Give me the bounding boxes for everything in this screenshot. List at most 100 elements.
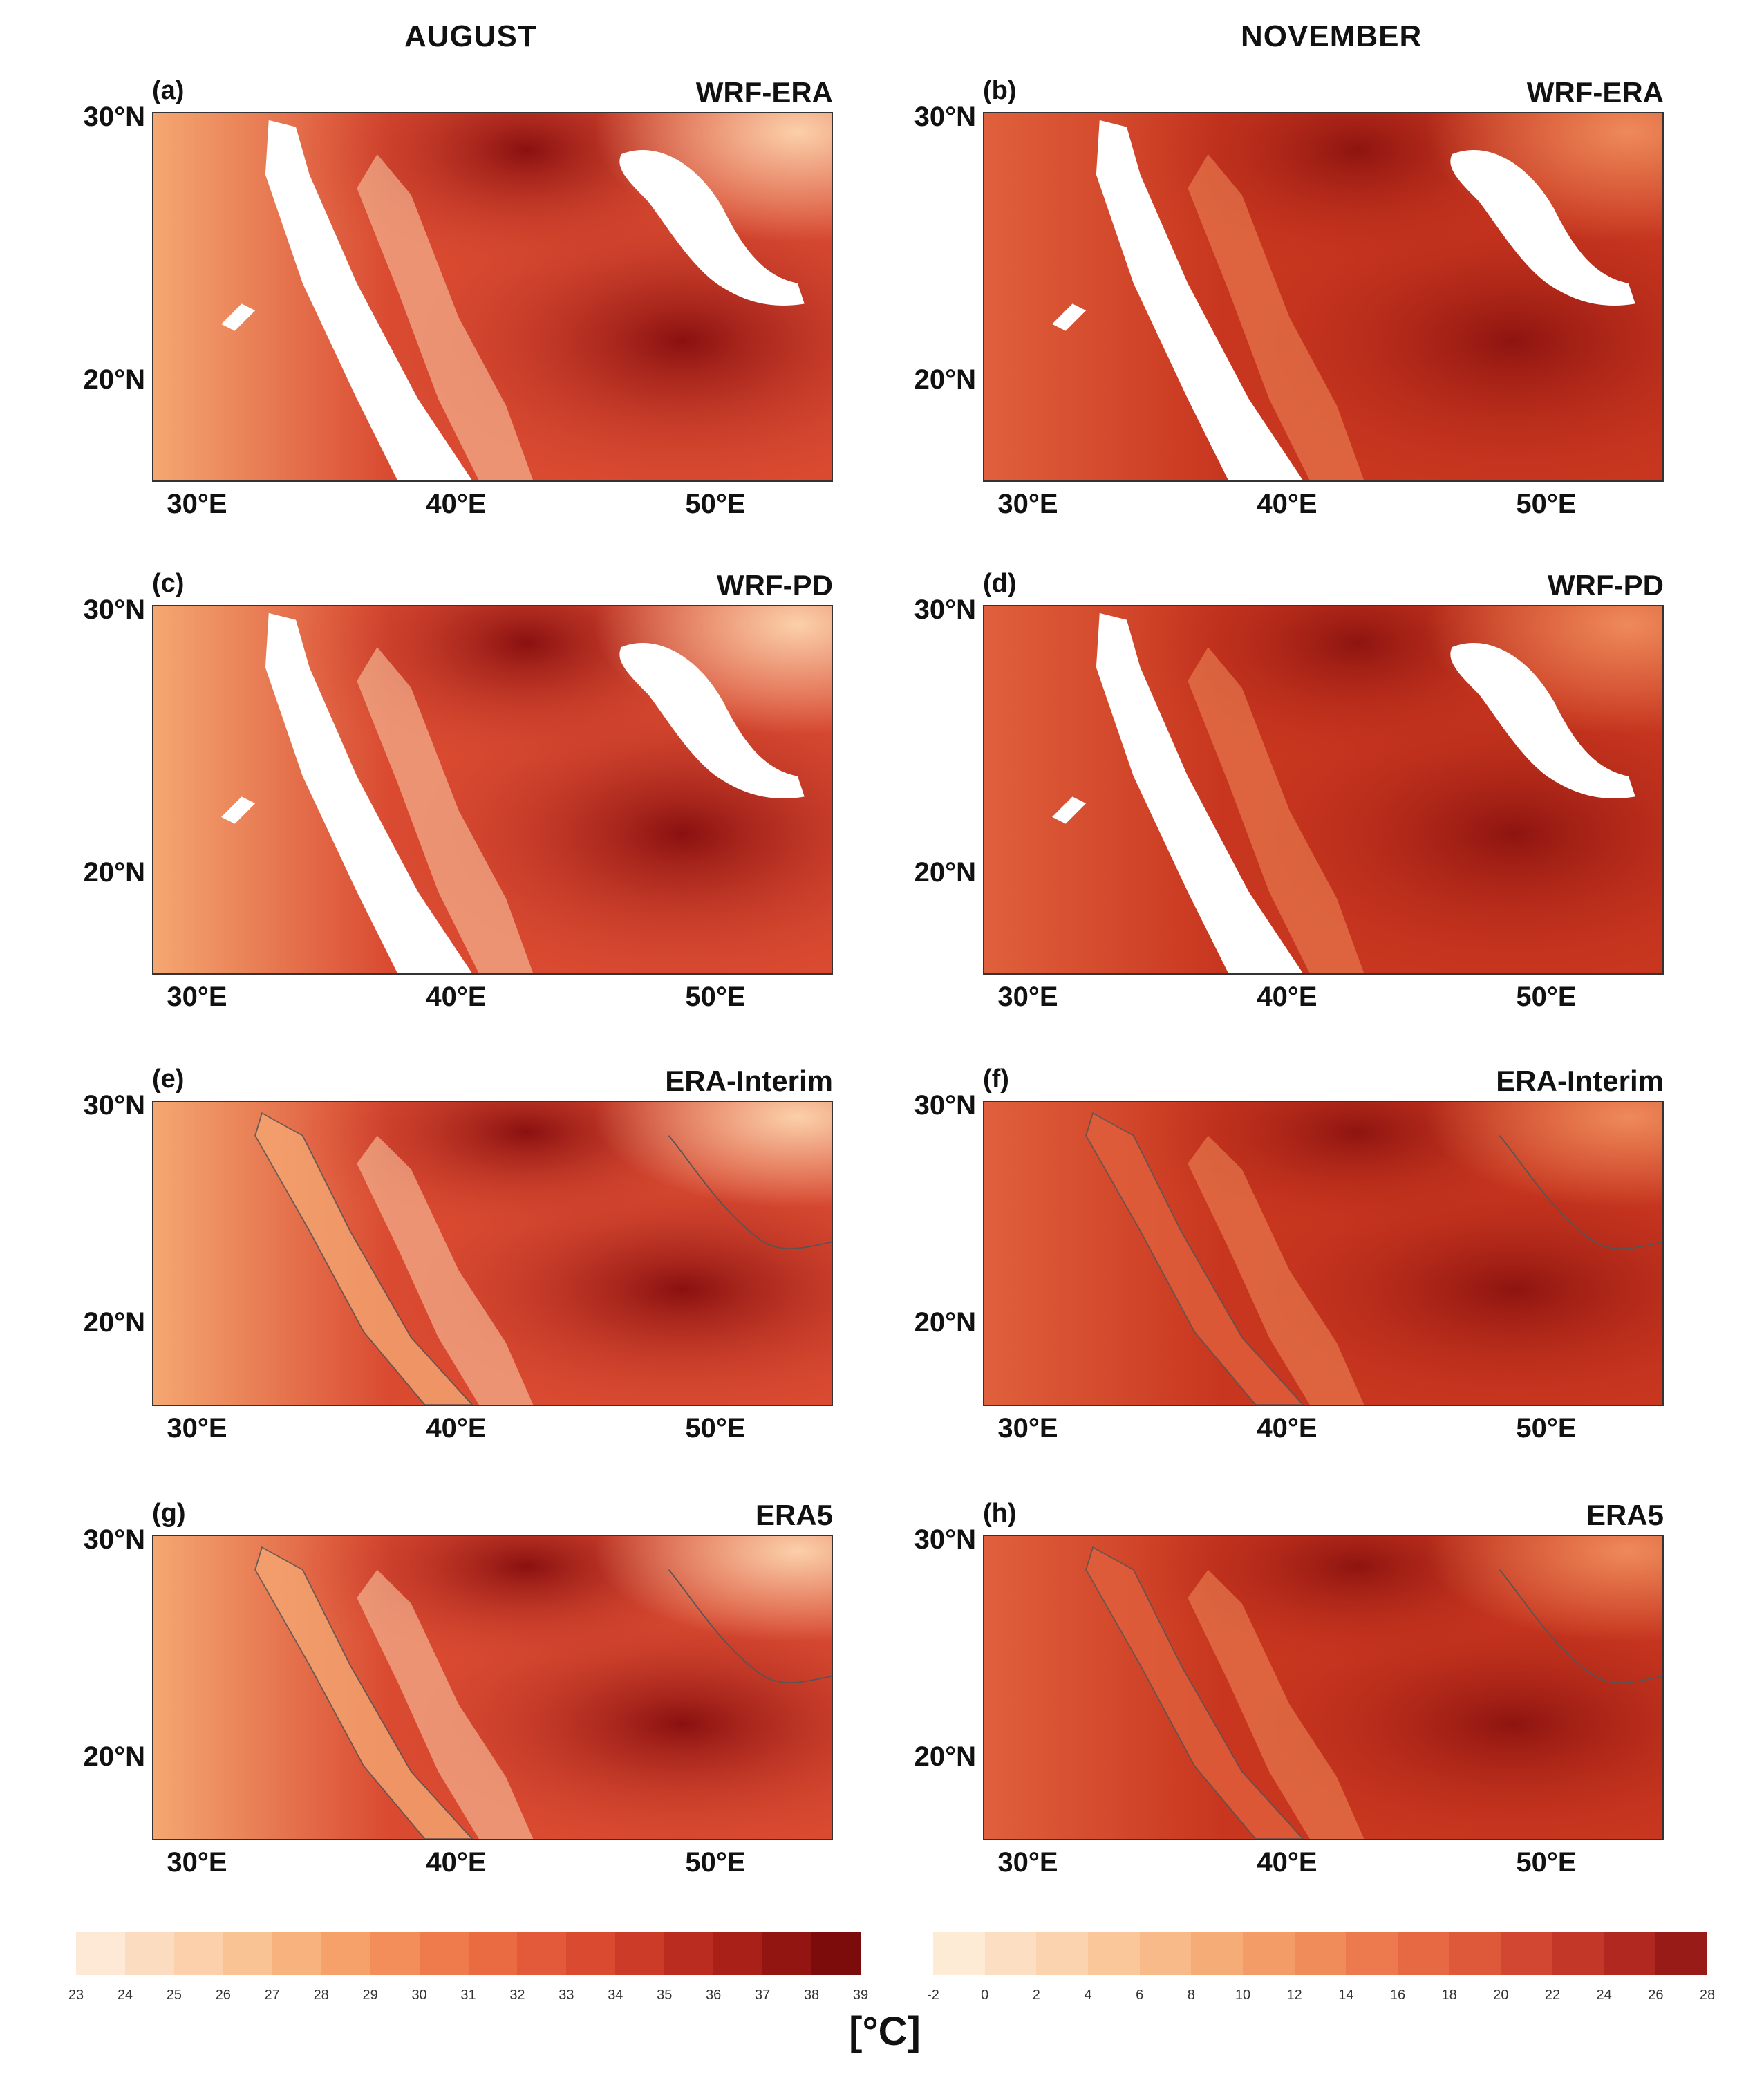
colorbar-tick-label: 16 xyxy=(1389,1988,1406,2003)
colorbar-tick-label: 29 xyxy=(362,1988,378,2003)
longitude-label: 40°E xyxy=(426,1847,487,1878)
colorbar-tick-label: 32 xyxy=(509,1988,525,2003)
longitude-label: 50°E xyxy=(1516,1413,1577,1443)
colorbar-tick-label: 0 xyxy=(981,1988,989,2003)
longitude-label: 50°E xyxy=(685,1413,746,1443)
colorbar-swatch xyxy=(1501,1932,1553,1975)
latitude-label: 20°N xyxy=(914,857,976,888)
panel-source-label: WRF-PD xyxy=(717,569,833,601)
colorbar-tick-label: 18 xyxy=(1441,1988,1457,2003)
colorbar-swatch xyxy=(615,1932,665,1975)
colorbar-swatch xyxy=(933,1932,985,1975)
latitude-label: 20°N xyxy=(83,1741,145,1773)
colorbar-tick-label: 37 xyxy=(755,1988,771,2003)
panel-letter: (b) xyxy=(983,76,1017,105)
longitude-label: 30°E xyxy=(997,1413,1058,1443)
longitude-label: 30°E xyxy=(167,982,227,1012)
colorbar-swatch xyxy=(1552,1932,1604,1975)
column-title-november: NOVEMBER xyxy=(1241,19,1423,53)
longitude-label: 50°E xyxy=(1516,982,1577,1012)
latitude-label: 30°N xyxy=(914,595,976,625)
colorbar-swatch xyxy=(1036,1932,1089,1975)
longitude-label: 40°E xyxy=(1257,489,1317,519)
colorbar-tick-label: 22 xyxy=(1544,1988,1561,2003)
colorbar-swatch xyxy=(762,1932,812,1975)
longitude-label: 30°E xyxy=(997,1847,1058,1878)
colorbar-tick-label: 24 xyxy=(117,1988,133,2003)
latitude-label: 20°N xyxy=(83,364,145,395)
colorbar-tick-label: 38 xyxy=(803,1988,820,2003)
colorbar-tick-label: 14 xyxy=(1338,1988,1354,2003)
colorbar-tick-label: 39 xyxy=(852,1988,869,2003)
latitude-label: 30°N xyxy=(83,102,145,132)
colorbar-swatch xyxy=(1191,1932,1244,1975)
colorbar-swatch xyxy=(321,1932,370,1975)
colorbar-tick-label: 27 xyxy=(264,1988,280,2003)
longitude-label: 50°E xyxy=(685,489,746,519)
temperature-map xyxy=(983,112,1664,482)
longitude-label: 30°E xyxy=(167,1847,227,1878)
colorbar-swatch xyxy=(76,1932,125,1975)
colorbar-tick-label: 12 xyxy=(1286,1988,1302,2003)
colorbar-tick-label: 23 xyxy=(68,1988,84,2003)
unit-label: [°C] xyxy=(849,2009,921,2054)
panel-source-label: ERA5 xyxy=(1586,1499,1664,1531)
latitude-label: 20°N xyxy=(914,1741,976,1773)
colorbar-swatch xyxy=(811,1932,861,1975)
colorbar-tick-label: 24 xyxy=(1596,1988,1612,2003)
colorbar-swatch xyxy=(713,1932,763,1975)
panel-source-label: ERA-Interim xyxy=(665,1065,833,1097)
panel-source-label: ERA5 xyxy=(755,1499,833,1531)
column-title-august: AUGUST xyxy=(404,19,537,53)
colorbar-tick-label: 34 xyxy=(608,1988,623,2003)
colorbar-tick-label: 28 xyxy=(313,1988,329,2003)
colorbar-swatch xyxy=(1346,1932,1398,1975)
temperature-map xyxy=(983,1535,1664,1840)
latitude-label: 20°N xyxy=(83,857,145,888)
latitude-label: 30°N xyxy=(83,1524,145,1555)
colorbar-tick-label: -2 xyxy=(927,1988,939,2003)
longitude-label: 50°E xyxy=(685,1847,746,1878)
panel-letter: (e) xyxy=(152,1065,185,1094)
temperature-map xyxy=(983,605,1664,975)
colorbar-august xyxy=(76,1932,861,1975)
colorbar-swatch xyxy=(1655,1932,1708,1975)
colorbar-swatch xyxy=(1449,1932,1501,1975)
colorbar-tick-label: 33 xyxy=(559,1988,574,2003)
panel-letter: (a) xyxy=(152,76,185,105)
longitude-label: 30°E xyxy=(997,489,1058,519)
colorbar-swatch xyxy=(223,1932,272,1975)
colorbar-swatch xyxy=(370,1932,420,1975)
longitude-label: 50°E xyxy=(1516,1847,1577,1878)
longitude-label: 40°E xyxy=(426,489,487,519)
panel-letter: (h) xyxy=(983,1499,1017,1528)
panel-letter: (d) xyxy=(983,569,1017,598)
colorbar-tick-label: 25 xyxy=(166,1988,182,2003)
longitude-label: 30°E xyxy=(167,489,227,519)
temperature-map xyxy=(152,1101,833,1406)
colorbar-tick-label: 30 xyxy=(411,1988,427,2003)
longitude-label: 50°E xyxy=(1516,489,1577,519)
temperature-map xyxy=(983,1101,1664,1406)
longitude-label: 40°E xyxy=(1257,982,1317,1012)
longitude-label: 30°E xyxy=(997,982,1058,1012)
colorbar-swatch xyxy=(1294,1932,1347,1975)
longitude-label: 40°E xyxy=(1257,1413,1317,1443)
temperature-map xyxy=(152,1535,833,1840)
colorbar-tick-label: 8 xyxy=(1187,1988,1195,2003)
panel-letter: (f) xyxy=(983,1065,1009,1094)
colorbar-tick-label: 10 xyxy=(1235,1988,1251,2003)
colorbar-tick-label: 20 xyxy=(1493,1988,1509,2003)
colorbar-swatch xyxy=(1398,1932,1449,1975)
temperature-map xyxy=(152,112,833,482)
colorbar-tick-label: 28 xyxy=(1699,1988,1716,2003)
colorbar-swatch xyxy=(468,1932,518,1975)
latitude-label: 20°N xyxy=(83,1307,145,1338)
panel-source-label: WRF-ERA xyxy=(1526,76,1664,109)
colorbar-november xyxy=(933,1932,1708,1975)
panel-source-label: WRF-PD xyxy=(1548,569,1664,601)
latitude-label: 30°N xyxy=(914,1090,976,1121)
latitude-label: 20°N xyxy=(914,1307,976,1338)
longitude-label: 40°E xyxy=(1257,1847,1317,1878)
panel-letter: (g) xyxy=(152,1499,186,1528)
